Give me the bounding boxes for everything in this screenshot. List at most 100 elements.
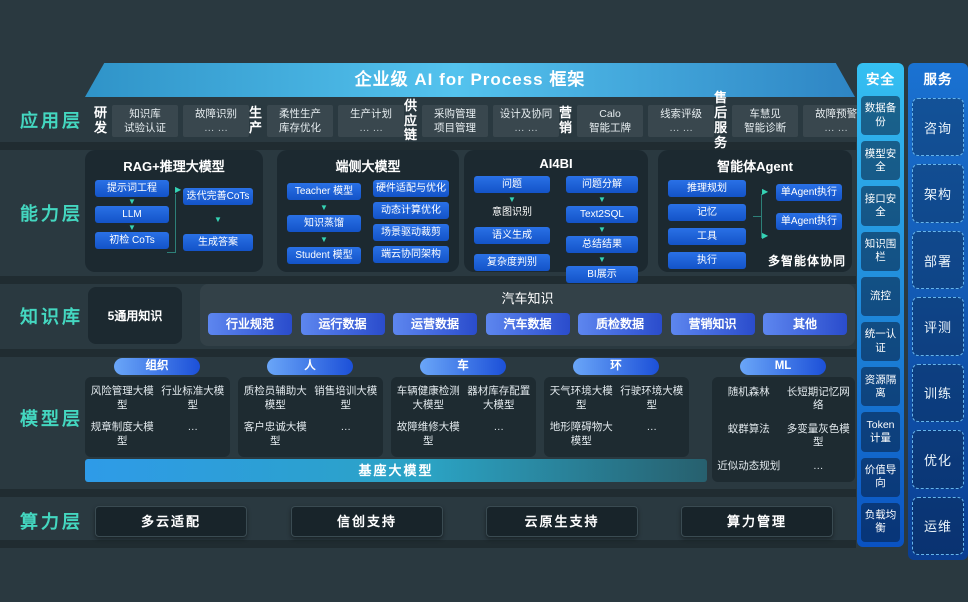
flow-node: 总结结果 — [566, 236, 638, 253]
flow-node: 单Agent执行 — [776, 213, 842, 230]
arrow-down-icon: ▼ — [598, 225, 606, 234]
model-pill-organization: 组织 — [114, 358, 200, 375]
list-item: 端云协同架构 — [373, 246, 449, 263]
app-box-line: 生产计划 — [350, 107, 393, 120]
app-box-line: 故障识别 — [195, 107, 238, 120]
knowledge-domain-title: 汽车知识 — [501, 291, 554, 306]
model-pill-ml: ML — [740, 358, 826, 375]
model-item: 行业标准大模型 — [161, 385, 225, 411]
agent-executors: 单Agent执行 单Agent执行 — [776, 180, 842, 269]
rag-flow-left: 提示词工程 ▼ LLM ▼ 初检 CoTs — [95, 180, 169, 251]
edge-feature-list: 硬件适配与优化 动态计算优化 场景驱动裁剪 端云协同架构 — [373, 180, 449, 264]
app-box-line: 智能工牌 — [589, 122, 632, 134]
layer-label-compute: 算力层 — [20, 512, 83, 532]
arrow-right-icon: ▶ — [762, 231, 769, 240]
model-item: … — [813, 459, 824, 472]
flow-node: LLM — [95, 206, 169, 223]
agent-components: 推理规划 记忆 工具 执行 — [668, 180, 746, 269]
app-box-line: 柔性生产 — [279, 107, 322, 120]
security-item: 统一认证 — [861, 322, 900, 362]
edge-flow: Teacher 模型 ▼ 知识蒸馏 ▼ Student 模型 硬件适配与优化 动… — [277, 175, 459, 264]
compute-item-cloudnative: 云原生支持 — [486, 506, 638, 537]
compute-item-management: 算力管理 — [681, 506, 833, 537]
capability-box-rag: RAG+推理大模型 提示词工程 ▼ LLM ▼ 初检 CoTs 迭代完善CoTs… — [85, 150, 263, 272]
model-item: … — [493, 421, 505, 434]
app-box-line: 智能诊断 — [744, 122, 787, 134]
layer-separator — [0, 142, 856, 150]
app-box-line: … … — [669, 122, 694, 134]
edge-flow-left: Teacher 模型 ▼ 知识蒸馏 ▼ Student 模型 — [287, 180, 361, 264]
ai4bi-flow: 问题 ▼ 意图识别 语义生成 复杂度判别 问题分解 ▼ Text2SQL ▼ 总… — [464, 171, 648, 283]
flow-node: 复杂度判别 — [474, 254, 550, 271]
capability-box-title: 智能体Agent — [717, 159, 793, 174]
app-box-line: 线索评级 — [660, 107, 703, 120]
flow-node: 迭代完善CoTs — [183, 188, 253, 205]
app-group-label: 营销 — [559, 105, 573, 135]
service-item: 评测 — [912, 297, 964, 356]
knowledge-general-box: 5通用知识 — [88, 287, 182, 344]
knowledge-chip: 质检数据 — [578, 313, 662, 335]
connector-line — [753, 216, 761, 217]
rag-flow-right: 迭代完善CoTs ▼ 生成答案 — [183, 180, 253, 251]
connector-line — [175, 194, 176, 253]
flow-node: 生成答案 — [183, 234, 253, 251]
service-item: 架构 — [912, 164, 964, 223]
flow-node: 初检 CoTs — [95, 232, 169, 249]
app-box-line: … … — [514, 122, 538, 134]
capability-box-title: 端侧大模型 — [335, 159, 401, 174]
app-box: 车慧见 智能诊断 — [732, 104, 799, 138]
layer-separator — [0, 489, 856, 497]
service-rail: 服务 咨询 架构 部署 评测 训练 优化 运维 — [908, 63, 968, 560]
model-group-ml: 随机森林 长短期记忆网络 蚁群算法 多变量灰色模型 近似动态规划 … — [712, 377, 855, 482]
layer-label-capability: 能力层 — [20, 204, 83, 224]
service-item: 训练 — [912, 363, 964, 423]
rag-flow: 提示词工程 ▼ LLM ▼ 初检 CoTs 迭代完善CoTs ▼ 生成答案 — [85, 175, 263, 251]
app-box-line: 库存优化 — [279, 122, 322, 134]
compute-item-multicloud: 多云适配 — [95, 506, 247, 537]
flow-node: 提示词工程 — [95, 180, 169, 197]
knowledge-chip: 运营数据 — [393, 313, 477, 335]
arrow-down-icon: ▼ — [320, 203, 328, 212]
model-item: 车辆健康检测大模型 — [396, 385, 460, 411]
list-item: 动态计算优化 — [373, 202, 449, 219]
compute-item-xinchuang: 信创支持 — [291, 506, 443, 537]
app-box-line: … … — [824, 122, 849, 134]
model-item: … — [646, 421, 658, 434]
knowledge-chip: 其他 — [763, 313, 847, 335]
model-item: … — [340, 421, 352, 434]
app-box: 生产计划 … … — [338, 104, 405, 138]
app-box-line: … … — [359, 122, 383, 134]
capability-box-title: RAG+推理大模型 — [123, 159, 225, 174]
model-item: 客户忠诚大模型 — [243, 421, 307, 447]
flow-node: 问题分解 — [566, 176, 638, 193]
app-box-line: 项目管理 — [434, 122, 477, 134]
model-item: 质检员辅助大模型 — [243, 385, 307, 411]
list-item: 执行 — [668, 252, 746, 269]
arrow-down-icon: ▼ — [598, 195, 606, 204]
security-rail-header: 安全 — [866, 72, 895, 87]
model-pill-environment: 环 — [573, 358, 659, 375]
flow-node: 知识蒸馏 — [287, 215, 361, 232]
knowledge-chip: 运行数据 — [300, 313, 385, 335]
list-item: 硬件适配与优化 — [373, 180, 449, 197]
app-box: 知识库 试验认证 — [112, 104, 179, 138]
model-item: 长短期记忆网络 — [786, 385, 850, 412]
model-item: 行驶环境大模型 — [620, 385, 684, 411]
app-box: 故障识别 … … — [183, 104, 250, 138]
app-box: 设计及协同 … … — [493, 104, 560, 138]
app-group-label: 生产 — [249, 105, 263, 135]
app-box-line: 车慧见 — [749, 107, 781, 120]
service-rail-header: 服务 — [923, 72, 953, 87]
app-box: Calo 智能工牌 — [577, 104, 644, 138]
model-item: 天气环境大模型 — [549, 385, 613, 411]
arrow-down-icon: ▼ — [320, 235, 328, 244]
application-layer-row: 研发 知识库 试验认证 故障识别 … … 生产 柔性生产 库存优化 生产计划 …… — [94, 90, 870, 150]
app-box-line: 采购管理 — [434, 107, 477, 120]
flow-node: 单Agent执行 — [776, 184, 842, 201]
app-group-rnd: 研发 知识库 试验认证 故障识别 … … — [94, 104, 250, 138]
flow-node: 问题 — [474, 176, 550, 193]
agent-flow: 推理规划 记忆 工具 执行 单Agent执行 单Agent执行 — [658, 175, 852, 269]
model-group-people: 质检员辅助大模型 销售培训大模型 客户忠诚大模型 … — [238, 377, 383, 457]
arrow-down-icon: ▼ — [508, 195, 516, 204]
page-title: 企业级 AI for Process 框架 — [85, 63, 855, 97]
